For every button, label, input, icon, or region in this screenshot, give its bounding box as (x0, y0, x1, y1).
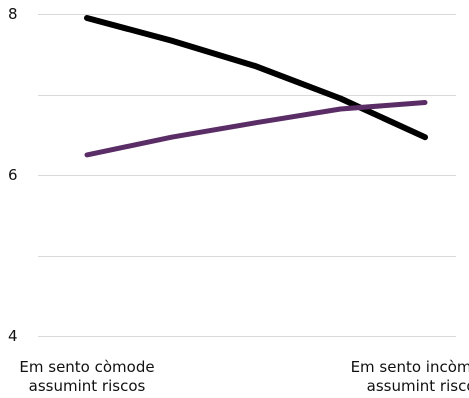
grid-lines (38, 14, 456, 337)
y-tick-label: 8 (8, 5, 18, 23)
y-tick-label: 4 (8, 327, 18, 345)
x-category-label-line1: Em sento còmode (19, 358, 154, 376)
series-line-1 (84, 100, 428, 158)
x-category-label-line2: assumint riscos (29, 377, 146, 395)
x-category-label-line1: Em sento incòmode (351, 358, 469, 376)
y-tick-label: 6 (8, 166, 18, 184)
y-axis-ticks: 4 6 8 (8, 5, 18, 345)
x-category-label-line2: assumint riscos (367, 377, 469, 395)
series-line-0 (84, 15, 428, 141)
series-lines (84, 15, 428, 158)
